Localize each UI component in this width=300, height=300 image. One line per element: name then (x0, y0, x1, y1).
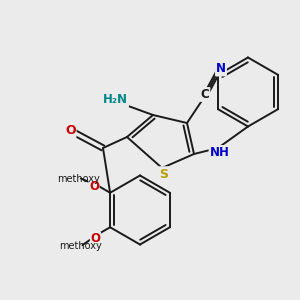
Text: O: O (90, 232, 100, 245)
Text: H₂N: H₂N (103, 94, 128, 106)
Text: S: S (159, 167, 168, 181)
Text: methoxy: methoxy (57, 173, 100, 184)
Text: O: O (65, 124, 76, 137)
Text: NH: NH (210, 146, 230, 159)
Text: methoxy: methoxy (59, 241, 102, 251)
Text: C: C (201, 88, 209, 101)
Text: N: N (216, 62, 226, 76)
Text: O: O (89, 179, 99, 193)
